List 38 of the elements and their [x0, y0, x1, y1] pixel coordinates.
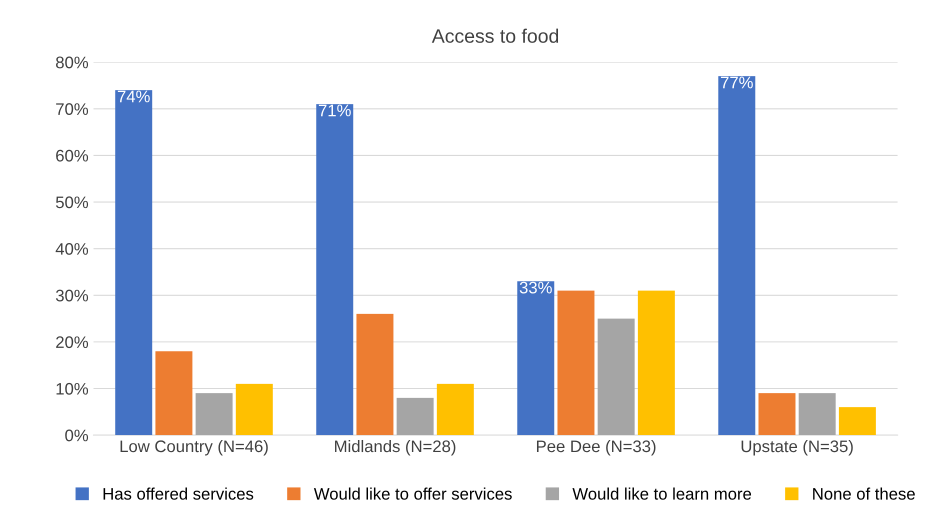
data-label: 33%: [520, 282, 552, 294]
y-tick-label: 0%: [65, 430, 88, 442]
x-tick-label: Upstate (N=35): [742, 440, 853, 456]
bar: [115, 90, 152, 436]
y-tick-label: 30%: [56, 290, 88, 302]
bar: [557, 290, 594, 436]
bar: [236, 384, 273, 436]
data-label: 71%: [318, 104, 351, 116]
bar: [838, 407, 876, 436]
bar: [396, 398, 434, 436]
bar: [436, 384, 474, 436]
y-tick-label: 20%: [56, 336, 88, 348]
bar: [798, 393, 836, 436]
data-label: 77%: [720, 76, 753, 88]
x-tick-label: Low Country (N=46): [120, 440, 268, 456]
y-tick-label: 50%: [56, 196, 88, 208]
bar: [316, 104, 354, 436]
legend-label: Would like to offer services: [314, 488, 512, 500]
bar: [758, 393, 796, 436]
y-tick-label: 40%: [56, 243, 88, 255]
bar: [638, 290, 675, 436]
bar: [196, 393, 233, 436]
chart-title: Access to food: [432, 28, 558, 43]
bar: [718, 76, 756, 436]
bar: [155, 351, 192, 436]
data-label: 74%: [118, 90, 150, 102]
bar: [598, 318, 635, 436]
y-tick-label: 70%: [56, 103, 88, 115]
legend-label: None of these: [813, 488, 915, 500]
legend-label: Would like to learn more: [572, 488, 752, 500]
y-tick-label: 80%: [56, 56, 88, 68]
bar: [356, 314, 394, 436]
x-tick-label: Pee Dee (N=33): [536, 440, 656, 456]
bar: [517, 281, 554, 436]
legend-label: Has offered services: [104, 488, 254, 500]
x-tick-label: Midlands (N=28): [335, 440, 456, 456]
y-tick-label: 60%: [56, 150, 88, 162]
y-tick-label: 10%: [56, 382, 88, 395]
